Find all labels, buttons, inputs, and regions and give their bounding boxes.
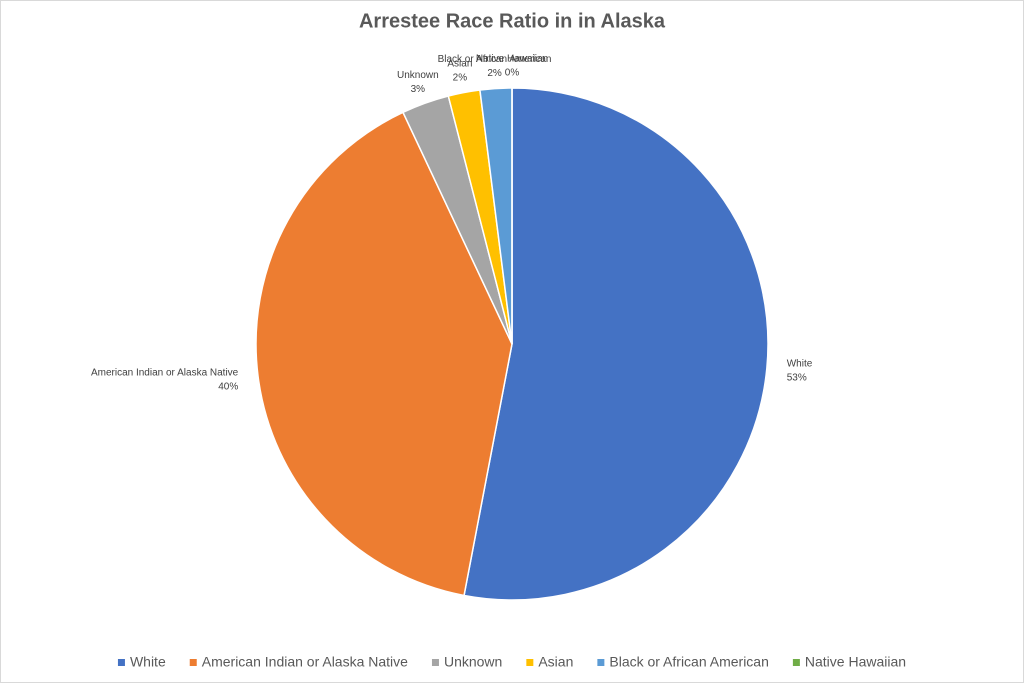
data-label-value: 3% — [411, 84, 426, 95]
data-label-value: 2% — [453, 73, 468, 84]
legend-label: White — [130, 654, 166, 670]
pie-slice — [463, 87, 769, 601]
data-label-name: American Indian or Alaska Native — [91, 367, 239, 378]
data-label-name: Native Hawaiian — [476, 54, 548, 65]
pie-slice — [255, 111, 513, 597]
data-label-value: 2% — [487, 68, 502, 79]
legend-label: Black or African American — [609, 654, 769, 670]
legend-marker — [526, 659, 534, 666]
legend-marker — [431, 659, 439, 666]
data-label-value: 53% — [787, 373, 807, 384]
data-label-name: Unknown — [397, 70, 439, 81]
legend-marker — [189, 659, 197, 666]
data-label-value: 0% — [505, 68, 520, 79]
data-label-value: 40% — [218, 381, 238, 392]
legend-label: Native Hawaiian — [805, 654, 906, 670]
legend-label: Unknown — [444, 654, 502, 670]
legend: White American Indian or Alaska Native Unk… — [117, 654, 906, 670]
chart-title: Arrestee Race Ratio in in Alaska — [359, 10, 666, 32]
data-label-name: White — [787, 359, 813, 370]
legend-label: Asian — [538, 654, 573, 670]
data-label-name: Asian — [447, 59, 472, 70]
data-label-name: Black or African American — [438, 54, 552, 65]
legend-marker — [597, 659, 605, 666]
legend-marker — [117, 659, 125, 666]
legend-marker — [792, 659, 800, 666]
legend-label: American Indian or Alaska Native — [202, 654, 408, 670]
